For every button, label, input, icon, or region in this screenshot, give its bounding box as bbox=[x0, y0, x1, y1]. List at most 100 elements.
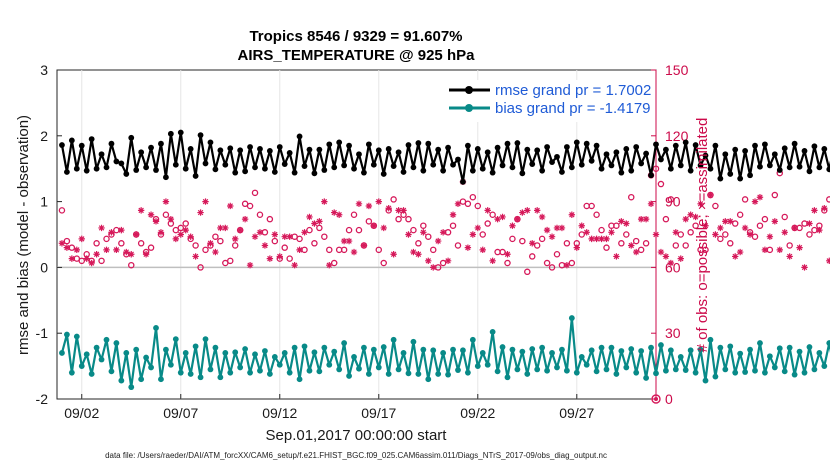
legend-bias-marker bbox=[465, 104, 473, 112]
rmse-marker bbox=[158, 140, 164, 147]
y-tick-label-left: 1 bbox=[40, 194, 48, 210]
obs-assimilated-marker bbox=[628, 242, 635, 249]
obs-possible-marker bbox=[251, 189, 259, 197]
rmse-marker bbox=[326, 141, 333, 148]
obs-possible-marker bbox=[613, 222, 620, 229]
rmse-marker bbox=[291, 169, 298, 176]
obs-assimilated-marker bbox=[261, 242, 269, 249]
obs-assimilated-marker bbox=[722, 218, 729, 225]
obs-assimilated-marker bbox=[301, 229, 308, 236]
obs-possible-marker bbox=[469, 193, 477, 201]
obs-assimilated-marker bbox=[826, 257, 830, 265]
rmse-marker bbox=[791, 140, 798, 147]
bias-marker bbox=[148, 364, 154, 371]
obs-assimilated-marker bbox=[697, 200, 704, 207]
rmse-marker bbox=[197, 132, 204, 139]
obs-assimilated-marker bbox=[93, 251, 100, 258]
rmse-marker bbox=[623, 146, 630, 152]
rmse-marker bbox=[717, 175, 724, 182]
obs-possible-marker bbox=[504, 259, 511, 267]
rmse-marker bbox=[138, 149, 145, 156]
bias-marker bbox=[504, 374, 511, 381]
rmse-marker bbox=[395, 149, 402, 156]
rmse-marker bbox=[514, 140, 521, 146]
rmse-marker bbox=[346, 142, 352, 149]
bias-marker bbox=[781, 368, 788, 375]
bias-marker bbox=[118, 377, 125, 384]
rmse-marker bbox=[588, 157, 595, 164]
obs-possible-marker bbox=[415, 240, 422, 247]
bias-marker bbox=[568, 315, 575, 321]
obs-possible-marker bbox=[350, 211, 358, 219]
obs-assimilated-marker bbox=[761, 246, 769, 254]
rmse-marker bbox=[182, 165, 189, 172]
bias-marker bbox=[385, 371, 392, 377]
bias-marker bbox=[93, 344, 100, 351]
rmse-marker bbox=[296, 133, 303, 140]
rmse-marker bbox=[281, 161, 288, 167]
obs-assimilated-marker bbox=[533, 207, 541, 214]
rmse-marker bbox=[400, 169, 407, 175]
rmse-marker bbox=[826, 166, 830, 173]
obs-assimilated-marker bbox=[474, 224, 481, 232]
obs-possible-marker bbox=[553, 250, 561, 258]
bias-marker bbox=[692, 369, 699, 376]
obs-assimilated-marker bbox=[430, 264, 437, 271]
bias-marker bbox=[301, 343, 308, 350]
rmse-marker bbox=[821, 146, 828, 152]
bias-marker bbox=[311, 349, 318, 356]
bias-marker bbox=[499, 344, 506, 350]
rmse-marker bbox=[316, 146, 323, 153]
obs-assimilated-marker bbox=[241, 215, 249, 223]
obs-assimilated-marker bbox=[652, 231, 660, 238]
rmse-marker bbox=[192, 173, 199, 179]
bias-marker bbox=[771, 364, 778, 371]
bias-marker bbox=[227, 369, 234, 376]
obs-possible-marker bbox=[528, 253, 536, 260]
obs-possible-marker bbox=[365, 218, 373, 225]
obs-assimilated-marker bbox=[108, 229, 115, 236]
obs-possible-marker bbox=[137, 240, 145, 247]
obs-possible-marker bbox=[642, 240, 650, 247]
obs-assimilated-marker bbox=[256, 229, 264, 236]
rmse-marker bbox=[628, 167, 635, 174]
rmse-marker bbox=[806, 168, 813, 175]
rmse-marker bbox=[252, 164, 258, 171]
bias-marker bbox=[207, 366, 214, 373]
obs-possible-marker bbox=[781, 213, 788, 221]
bias-marker bbox=[539, 344, 546, 351]
obs-possible-marker bbox=[687, 229, 694, 236]
obs-assimilated-marker bbox=[553, 224, 561, 232]
obs-possible-marker bbox=[118, 240, 125, 247]
bias-marker bbox=[494, 368, 501, 375]
obs-assimilated-marker bbox=[410, 248, 417, 256]
obs-possible-marker bbox=[256, 211, 264, 219]
rmse-marker bbox=[727, 171, 734, 177]
bias-marker bbox=[123, 350, 130, 356]
bias-marker bbox=[593, 368, 600, 375]
bias-marker bbox=[633, 369, 640, 376]
obs-assimilated-marker bbox=[212, 248, 219, 256]
rmse-marker bbox=[370, 161, 377, 168]
obs-assimilated-marker bbox=[331, 209, 338, 216]
rmse-marker bbox=[88, 136, 95, 142]
rmse-marker bbox=[356, 151, 362, 158]
obs-assimilated-marker bbox=[667, 259, 675, 267]
legend: rmse grand pr = 1.7002 bias grand pr = -… bbox=[446, 80, 653, 122]
obs-possible-marker bbox=[375, 246, 383, 254]
obs-assimilated-marker bbox=[618, 218, 625, 225]
rmse-marker bbox=[781, 145, 788, 152]
bias-marker bbox=[326, 361, 333, 368]
obs-assimilated-marker bbox=[771, 218, 779, 225]
obs-assimilated-marker bbox=[613, 253, 620, 260]
obs-assimilated-marker bbox=[657, 248, 665, 256]
bias-marker bbox=[167, 361, 174, 368]
rmse-marker bbox=[677, 162, 684, 169]
obs-assimilated-marker bbox=[103, 246, 110, 254]
bias-marker bbox=[331, 348, 338, 355]
obs-possible-marker bbox=[741, 196, 749, 203]
obs-possible-marker bbox=[128, 261, 135, 269]
bias-marker bbox=[588, 347, 595, 354]
bias-marker bbox=[370, 346, 377, 353]
obs-possible-marker bbox=[722, 231, 729, 238]
